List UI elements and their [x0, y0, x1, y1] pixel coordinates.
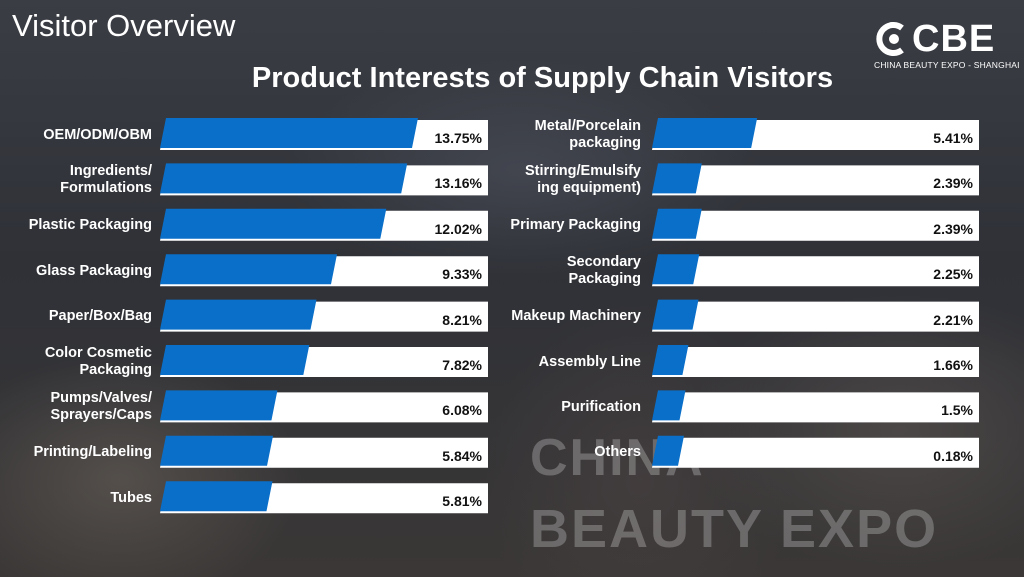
category-label: Printing/Labeling	[33, 444, 152, 461]
cbe-logo: CBE CHINA BEAUTY EXPO - SHANGHAI	[872, 18, 1020, 70]
category-label: Secondary Packaging	[566, 254, 641, 288]
category-label: Others	[594, 444, 641, 461]
value-label: 0.18%	[933, 447, 973, 464]
category-label: Assembly Line	[538, 353, 641, 370]
bar-track	[652, 347, 979, 377]
value-label: 13.16%	[434, 175, 482, 192]
logo-tagline: CHINA BEAUTY EXPO - SHANGHAI	[874, 60, 1020, 70]
bar	[652, 118, 758, 148]
value-label: 5.41%	[933, 130, 973, 146]
chart-title: Product Interests of Supply Chain Visito…	[251, 62, 834, 94]
category-label: Primary Packaging	[510, 217, 641, 234]
value-label: 2.21%	[933, 311, 973, 328]
value-label: 9.33%	[442, 266, 482, 283]
bar	[160, 435, 274, 466]
bar	[160, 118, 418, 148]
bar-track	[652, 256, 979, 287]
category-label: Stirring/Emulsify ing equipment)	[524, 163, 641, 197]
bar	[160, 163, 408, 194]
category-label: Tubes	[110, 489, 152, 506]
category-label: OEM/ODM/OBM	[43, 126, 152, 143]
category-label: Ingredients/Formulations	[60, 163, 152, 197]
bar	[652, 163, 702, 194]
bar-track	[652, 210, 979, 241]
category-label: Makeup Machinery	[511, 308, 641, 325]
watermark-line2: BEAUTY EXPO	[530, 499, 939, 559]
category-label: Pumps/Valves/Sprayers/Caps	[50, 390, 152, 424]
page-title: Visitor Overview	[12, 8, 236, 43]
bar	[160, 299, 317, 330]
value-label: 13.75%	[434, 130, 482, 146]
value-label: 12.02%	[434, 220, 482, 237]
logo-name: CBE	[912, 18, 996, 60]
bar	[652, 254, 700, 285]
bar	[160, 481, 273, 512]
bar-track	[652, 165, 979, 196]
bar	[160, 390, 278, 421]
bar-track	[652, 392, 979, 423]
category-label: Color Cosmetic Packaging	[44, 345, 152, 378]
category-label: Purification	[561, 398, 641, 415]
category-label: Paper/Box/Bag	[48, 308, 152, 325]
bar	[652, 208, 702, 239]
bar	[652, 435, 684, 466]
value-label: 5.84%	[442, 447, 482, 464]
bar	[160, 254, 337, 285]
bar	[160, 208, 387, 239]
value-label: 2.39%	[933, 175, 973, 192]
category-label: Plastic Packaging	[28, 217, 152, 234]
value-label: 1.66%	[933, 357, 973, 373]
value-label: 7.82%	[442, 357, 482, 373]
bar	[652, 299, 699, 330]
bar	[160, 345, 310, 375]
bar-track	[652, 437, 979, 468]
value-label: 8.21%	[442, 311, 482, 328]
bar-track	[652, 301, 979, 332]
value-label: 6.08%	[442, 402, 482, 419]
cbe-logo-mark-icon	[876, 22, 904, 56]
category-label: Metal/Porcelain packaging	[534, 118, 641, 151]
bar	[652, 390, 686, 421]
value-label: 1.5%	[941, 402, 973, 419]
value-label: 2.25%	[933, 266, 973, 283]
category-label: Glass Packaging	[35, 262, 152, 279]
value-label: 2.39%	[933, 220, 973, 237]
bar	[652, 345, 689, 375]
value-label: 5.81%	[442, 493, 482, 510]
